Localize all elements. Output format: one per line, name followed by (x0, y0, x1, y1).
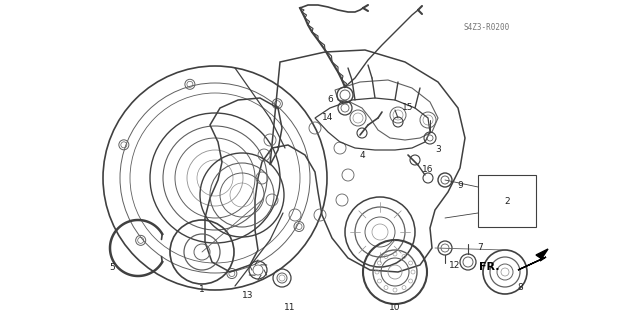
Text: 9: 9 (457, 181, 463, 189)
Text: 8: 8 (517, 284, 523, 293)
Text: 10: 10 (389, 303, 401, 313)
Text: 13: 13 (243, 291, 253, 300)
Text: 14: 14 (323, 114, 333, 122)
Bar (478, 175, 536, 227)
Polygon shape (518, 249, 548, 270)
Text: 1: 1 (199, 286, 205, 294)
Text: 11: 11 (284, 303, 296, 313)
Text: 3: 3 (435, 145, 441, 154)
Text: 2: 2 (504, 197, 510, 206)
Text: S4Z3-R0200: S4Z3-R0200 (463, 23, 509, 32)
Text: 4: 4 (359, 151, 365, 160)
Text: 12: 12 (449, 261, 461, 270)
Text: 7: 7 (477, 243, 483, 253)
Text: 16: 16 (422, 166, 434, 174)
Text: 15: 15 (403, 103, 413, 113)
Text: FR.: FR. (479, 262, 500, 272)
Text: 6: 6 (327, 95, 333, 105)
Text: 5: 5 (109, 263, 115, 272)
